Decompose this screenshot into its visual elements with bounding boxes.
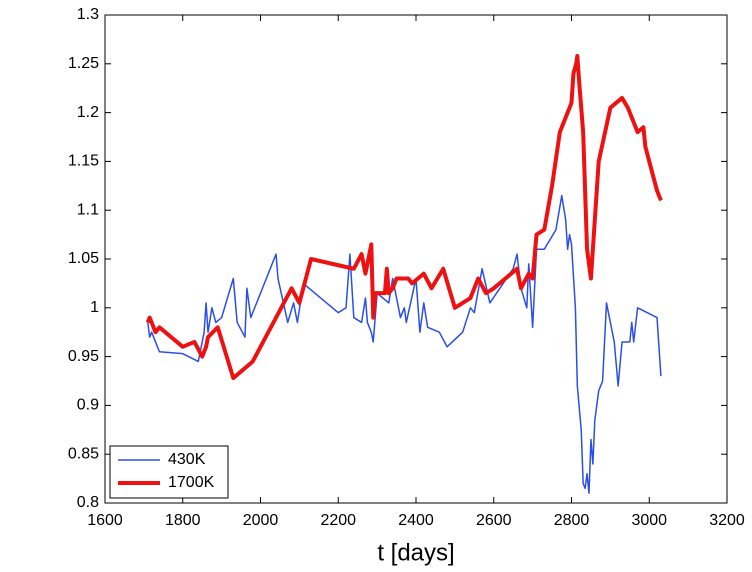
x-tick-label: 3200	[709, 512, 745, 529]
y-tick-label: 1.1	[77, 201, 99, 218]
y-tick-label: 0.95	[68, 348, 99, 365]
x-tick-label: 2200	[320, 512, 356, 529]
y-tick-label: 0.8	[77, 494, 99, 511]
y-tick-label: 1.3	[77, 6, 99, 23]
y-tick-label: 1.25	[68, 55, 99, 72]
plot-area	[104, 14, 728, 504]
y-tick-label: 1	[90, 299, 99, 316]
x-tick-label: 2000	[243, 512, 279, 529]
series-line	[145, 53, 663, 381]
y-tick-label: 0.85	[68, 445, 99, 462]
x-tick-label: 1800	[165, 512, 201, 529]
y-tick-label: 1.15	[68, 153, 99, 170]
series-line	[147, 194, 662, 494]
x-tick-label: 2600	[476, 512, 512, 529]
x-tick-label: 3000	[631, 512, 667, 529]
x-tick-label: 2800	[554, 512, 590, 529]
x-tick-label: 1600	[87, 512, 123, 529]
y-tick-label: 1.2	[77, 104, 99, 121]
y-tick-label: 1.05	[68, 250, 99, 267]
legend-box	[109, 445, 229, 499]
y-tick-label: 0.9	[77, 397, 99, 414]
legend-label: 430K	[168, 451, 206, 468]
x-axis-label: t [days]	[377, 539, 454, 566]
legend-label: 1700K	[168, 474, 215, 491]
x-tick-label: 2400	[398, 512, 434, 529]
